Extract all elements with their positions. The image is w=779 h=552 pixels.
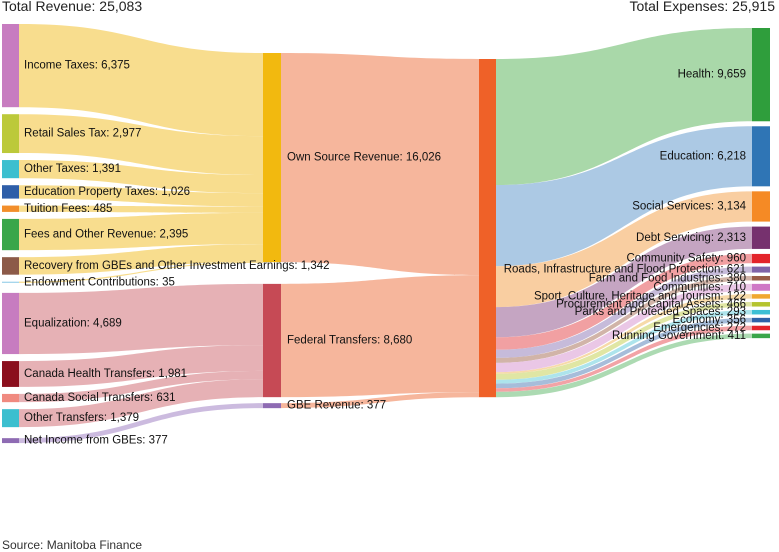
flow-other-transfers-1-379	[19, 379, 263, 428]
label-health-9-659: Health: 9,659	[678, 69, 746, 81]
label-parks-and-protected-spaces-293: Parks and Protected Spaces: 293	[575, 306, 746, 318]
label-procurement-and-capital-assets-466: Procurement and Capital Assets: 466	[556, 298, 746, 310]
flow-equalization-4-689	[19, 283, 263, 355]
label-net-income-from-gbes-377: Net Income from GBEs: 377	[24, 435, 168, 447]
flow-to-debt-servicing-2-313	[496, 226, 752, 338]
node-economy-356	[752, 317, 770, 323]
label-community-safety-960: Community Safety: 960	[626, 253, 746, 265]
label-endowment-contributions-35: Endowment Contributions: 35	[24, 276, 175, 288]
flow-to-economy-356	[496, 317, 752, 389]
label-education-property-taxes-1-026: Education Property Taxes: 1,026	[24, 186, 190, 198]
flow-to-health-9-659	[496, 28, 752, 186]
label-canada-health-transfers-1-981: Canada Health Transfers: 1,981	[24, 368, 187, 380]
label-fees-and-other-revenue-2-395: Fees and Other Revenue: 2,395	[24, 229, 188, 241]
flow-canada-health-transfers-1-981	[19, 345, 263, 387]
label-social-services-3-134: Social Services: 3,134	[632, 200, 746, 212]
label-other-transfers-1-379: Other Transfers: 1,379	[24, 412, 139, 424]
node-social-services-3-134	[752, 191, 770, 222]
label-economy-356: Economy: 356	[672, 314, 746, 326]
label-canada-social-transfers-631: Canada Social Transfers: 631	[24, 392, 176, 404]
flow-to-education-6-218	[496, 126, 752, 267]
flow-to-running-government-411	[496, 333, 752, 398]
node-equalization-4-689	[2, 292, 19, 355]
node-fees-and-other-revenue-2-395	[2, 218, 19, 251]
node-roads-infrastructure-and-flood-protection-621	[752, 266, 770, 273]
label-income-taxes-6-375: Income Taxes: 6,375	[24, 60, 130, 72]
node-tuition-fees-485	[2, 205, 19, 212]
flow-gbe-to-hub	[281, 392, 479, 409]
label-retail-sales-tax-2-977: Retail Sales Tax: 2,977	[24, 128, 141, 140]
node-farm-and-food-industries-380	[752, 275, 770, 281]
node-community-safety-960	[752, 253, 770, 264]
flow-to-community-safety-960	[496, 253, 752, 350]
node-income-taxes-6-375	[2, 24, 19, 108]
flow-tuition-fees-485	[19, 205, 263, 213]
total-revenue-header: Total Revenue: 25,083	[2, 0, 143, 14]
label-emergencies-272: Emergencies: 272	[653, 322, 746, 334]
node-canada-social-transfers-631	[2, 393, 19, 403]
flow-canada-social-transfers-631	[19, 370, 263, 403]
node-net-income-from-gbes-377	[2, 438, 19, 444]
flow-to-roads-infrastructure-and-flood-protection-621	[496, 266, 752, 358]
node-procurement-and-capital-assets-466	[752, 302, 770, 307]
flow-net-income-from-gbes-377	[19, 403, 263, 444]
node-hub	[479, 59, 496, 398]
flow-recovery-from-gbes-and-other-investment-earnings-1-342	[19, 244, 263, 275]
label-education-6-218: Education: 6,218	[660, 150, 746, 162]
label-debt-servicing-2-313: Debt Servicing: 2,313	[636, 232, 746, 244]
node-debt-servicing-2-313	[752, 226, 770, 249]
node-health-9-659	[752, 28, 770, 122]
node-education-property-taxes-1-026	[2, 185, 19, 199]
node-fed	[263, 283, 281, 398]
flow-fees-and-other-revenue-2-395	[19, 212, 263, 251]
label-farm-and-food-industries-380: Farm and Food Industries: 380	[589, 272, 746, 284]
node-own	[263, 53, 281, 263]
flow-fed-to-hub	[281, 275, 479, 398]
source-note: Source: Manitoba Finance	[2, 538, 143, 552]
label-gbe: GBE Revenue: 377	[287, 400, 386, 412]
flow-to-parks-and-protected-spaces-293	[496, 309, 752, 384]
node-other-transfers-1-379	[2, 409, 19, 428]
node-communities-710	[752, 283, 770, 291]
flow-retail-sales-tax-2-977	[19, 114, 263, 176]
flow-to-communities-710	[496, 283, 752, 373]
flow-endowment-contributions-35	[19, 261, 263, 283]
flow-other-taxes-1-391	[19, 160, 263, 194]
node-canada-health-transfers-1-981	[2, 361, 19, 387]
label-recovery-from-gbes-and-other-investment-earnings-1-342: Recovery from GBEs and Other Investment …	[24, 260, 330, 272]
label-roads-infrastructure-and-flood-protection-621: Roads, Infrastructure and Flood Protecti…	[504, 264, 746, 276]
node-gbe	[263, 403, 281, 409]
node-emergencies-272	[752, 325, 770, 331]
flow-to-emergencies-272	[496, 325, 752, 392]
label-own: Own Source Revenue: 16,026	[287, 152, 441, 164]
label-tuition-fees-485: Tuition Fees: 485	[24, 203, 112, 215]
node-parks-and-protected-spaces-293	[752, 309, 770, 315]
label-equalization-4-689: Equalization: 4,689	[24, 318, 122, 330]
total-expenses-header: Total Expenses: 25,915	[629, 0, 775, 14]
node-education-6-218	[752, 126, 770, 187]
flow-education-property-taxes-1-026	[19, 185, 263, 207]
flow-own-to-hub	[281, 53, 479, 276]
flow-to-social-services-3-134	[496, 191, 752, 308]
flow-to-procurement-and-capital-assets-466	[496, 302, 752, 380]
label-sport-culture-heritage-and-tourism-122: Sport, Culture, Heritage and Tourism: 12…	[534, 290, 746, 302]
flow-income-taxes-6-375	[19, 24, 263, 137]
flow-to-sport-culture-heritage-and-tourism-122	[496, 294, 752, 374]
node-endowment-contributions-35	[2, 281, 19, 283]
flow-to-farm-and-food-industries-380	[496, 275, 752, 363]
label-fed: Federal Transfers: 8,680	[287, 335, 412, 347]
label-other-taxes-1-391: Other Taxes: 1,391	[24, 163, 121, 175]
node-running-government-411	[752, 333, 770, 339]
label-running-government-411: Running Government: 411	[612, 330, 746, 342]
label-communities-710: Communities: 710	[653, 281, 746, 293]
node-recovery-from-gbes-and-other-investment-earnings-1-342	[2, 257, 19, 275]
node-sport-culture-heritage-and-tourism-122	[752, 294, 770, 299]
node-other-taxes-1-391	[2, 160, 19, 179]
node-retail-sales-tax-2-977	[2, 114, 19, 154]
